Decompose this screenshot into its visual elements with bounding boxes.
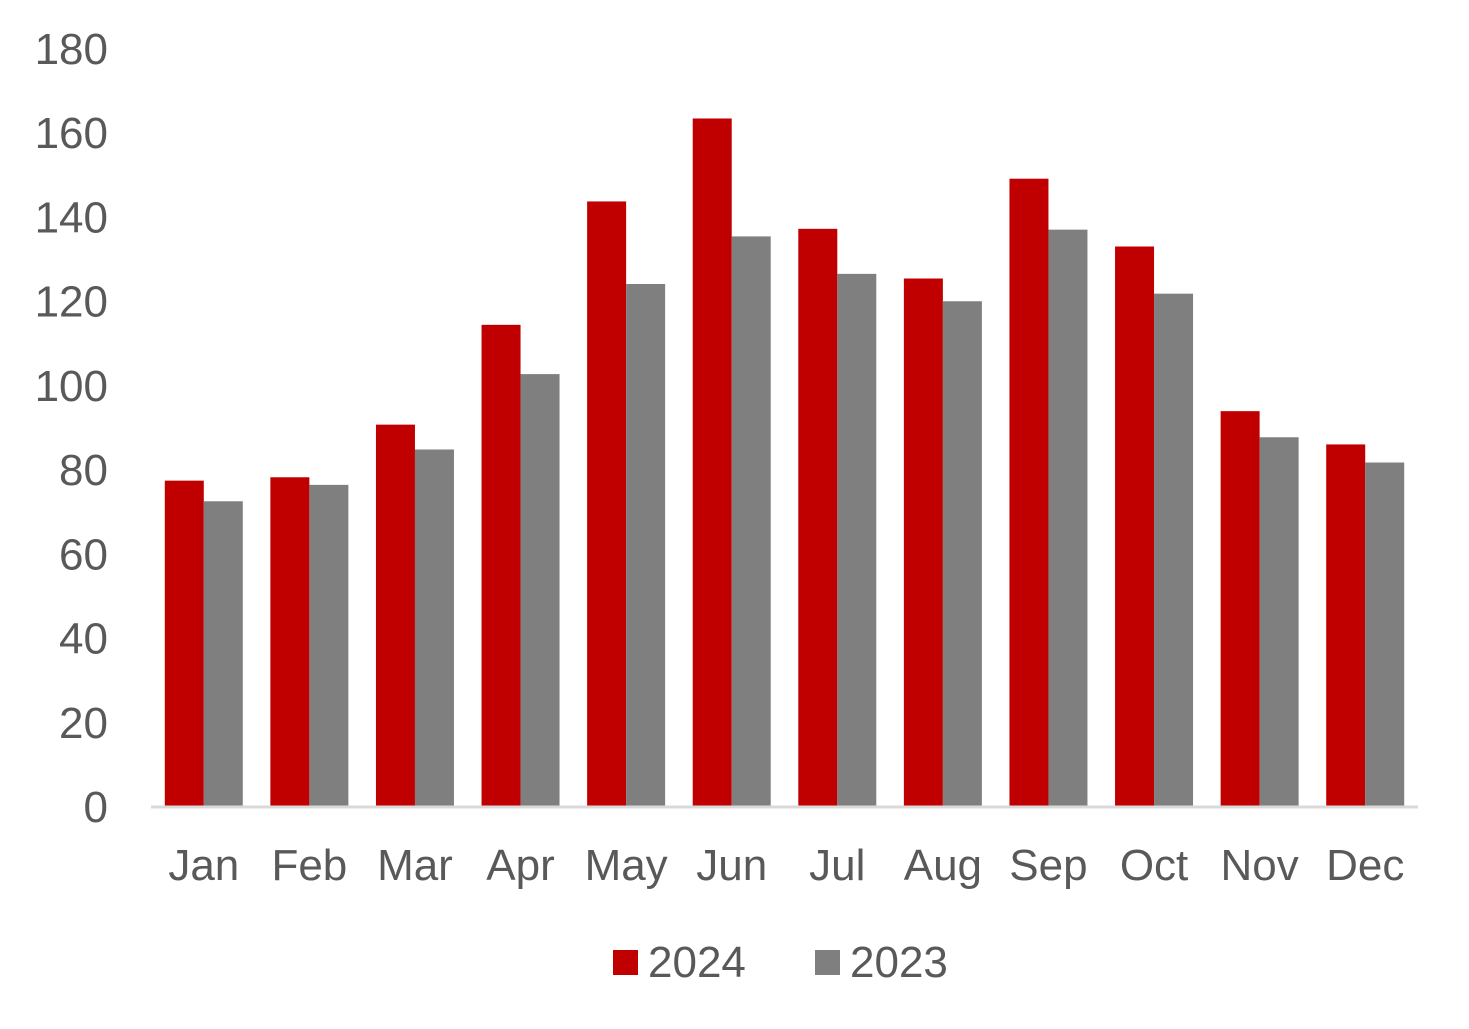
legend-swatch-2024 bbox=[613, 950, 638, 975]
bar-2024-sep bbox=[1009, 178, 1049, 808]
x-axis-ticks: Jan Feb Mar Apr May Jun Jul Aug Sep Oct Nov Dec bbox=[168, 841, 1404, 890]
y-tick-label: 140 bbox=[35, 193, 108, 242]
bars bbox=[164, 118, 1405, 808]
x-tick-label: May bbox=[585, 841, 668, 890]
y-tick-label: 120 bbox=[35, 278, 108, 327]
x-tick-label: Dec bbox=[1326, 841, 1404, 890]
x-tick-label: Nov bbox=[1221, 841, 1299, 890]
legend: 2024 2023 bbox=[613, 938, 948, 987]
bar-2023-dec bbox=[1365, 462, 1405, 807]
bar-2023-apr bbox=[520, 374, 560, 807]
legend-label-2023: 2023 bbox=[850, 938, 948, 987]
y-tick-label: 80 bbox=[59, 446, 108, 495]
bar-2023-nov bbox=[1259, 437, 1299, 807]
bar-2023-sep bbox=[1048, 229, 1088, 807]
bar-2024-jun bbox=[692, 118, 732, 807]
bar-2024-oct bbox=[1115, 246, 1155, 808]
bar-2024-mar bbox=[375, 424, 415, 807]
x-tick-label: Sep bbox=[1009, 841, 1087, 890]
x-tick-label: Feb bbox=[271, 841, 347, 890]
bar-2024-feb bbox=[270, 477, 310, 807]
bar-2023-aug bbox=[942, 301, 982, 807]
bar-2024-aug bbox=[903, 278, 943, 807]
y-tick-label: 60 bbox=[59, 530, 108, 579]
y-tick-label: 180 bbox=[35, 25, 108, 74]
bar-2024-nov bbox=[1220, 411, 1260, 807]
bar-2023-jun bbox=[731, 236, 771, 808]
bar-2023-feb bbox=[309, 484, 349, 807]
legend-swatch-2023 bbox=[815, 950, 840, 975]
x-tick-label: Apr bbox=[486, 841, 554, 890]
y-tick-label: 160 bbox=[35, 109, 108, 158]
x-tick-label: Jan bbox=[168, 841, 239, 890]
y-axis-ticks: 0 20 40 60 80 100 120 140 160 180 bbox=[35, 25, 108, 832]
x-tick-label: Aug bbox=[904, 841, 982, 890]
x-tick-label: Mar bbox=[377, 841, 453, 890]
bar-2024-jan bbox=[164, 480, 204, 807]
bar-2023-mar bbox=[414, 449, 454, 807]
bar-2023-may bbox=[626, 283, 666, 808]
bar-2024-jul bbox=[798, 228, 838, 807]
bar-2023-jul bbox=[837, 273, 877, 808]
y-tick-label: 40 bbox=[59, 615, 108, 664]
bar-2023-jan bbox=[203, 501, 243, 807]
y-tick-label: 20 bbox=[59, 699, 108, 748]
bar-2024-dec bbox=[1326, 444, 1366, 807]
x-tick-label: Jul bbox=[809, 841, 865, 890]
bar-2024-may bbox=[587, 201, 627, 808]
legend-label-2024: 2024 bbox=[648, 938, 746, 987]
y-tick-label: 0 bbox=[84, 783, 108, 832]
x-tick-label: Oct bbox=[1120, 841, 1188, 890]
bar-2023-oct bbox=[1154, 293, 1194, 808]
x-tick-label: Jun bbox=[696, 841, 767, 890]
y-tick-label: 100 bbox=[35, 362, 108, 411]
bar-2024-apr bbox=[481, 324, 521, 807]
